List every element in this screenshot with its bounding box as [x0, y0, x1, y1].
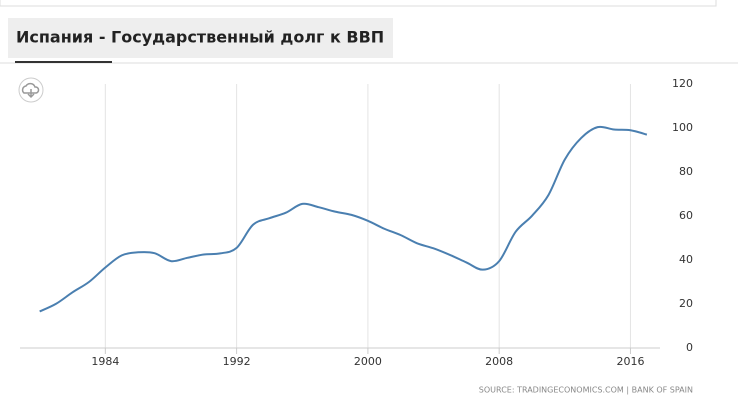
y-tick-label: 120	[672, 77, 693, 90]
y-tick-label: 40	[679, 253, 693, 266]
y-tick-label: 60	[679, 209, 693, 222]
download-icon[interactable]	[18, 77, 44, 103]
x-tick-label: 2016	[616, 355, 644, 368]
line	[39, 125, 648, 313]
x-tick-label: 2008	[485, 355, 513, 368]
chart-title: Испания - Государственный долг к ВВП	[16, 28, 384, 47]
title-tab	[8, 18, 393, 58]
y-tick-label: 0	[686, 341, 693, 354]
x-tick-label: 1992	[223, 355, 251, 368]
x-tick-label: 2000	[354, 355, 382, 368]
y-tick-label: 100	[672, 121, 693, 134]
top-box	[0, 0, 717, 7]
y-tick-label: 80	[679, 165, 693, 178]
y-tick-label: 20	[679, 297, 693, 310]
source: SOURCE: TRADINGECONOMICS.COM | BANK OF S…	[479, 386, 693, 395]
x-tick-label: 1984	[91, 355, 119, 368]
